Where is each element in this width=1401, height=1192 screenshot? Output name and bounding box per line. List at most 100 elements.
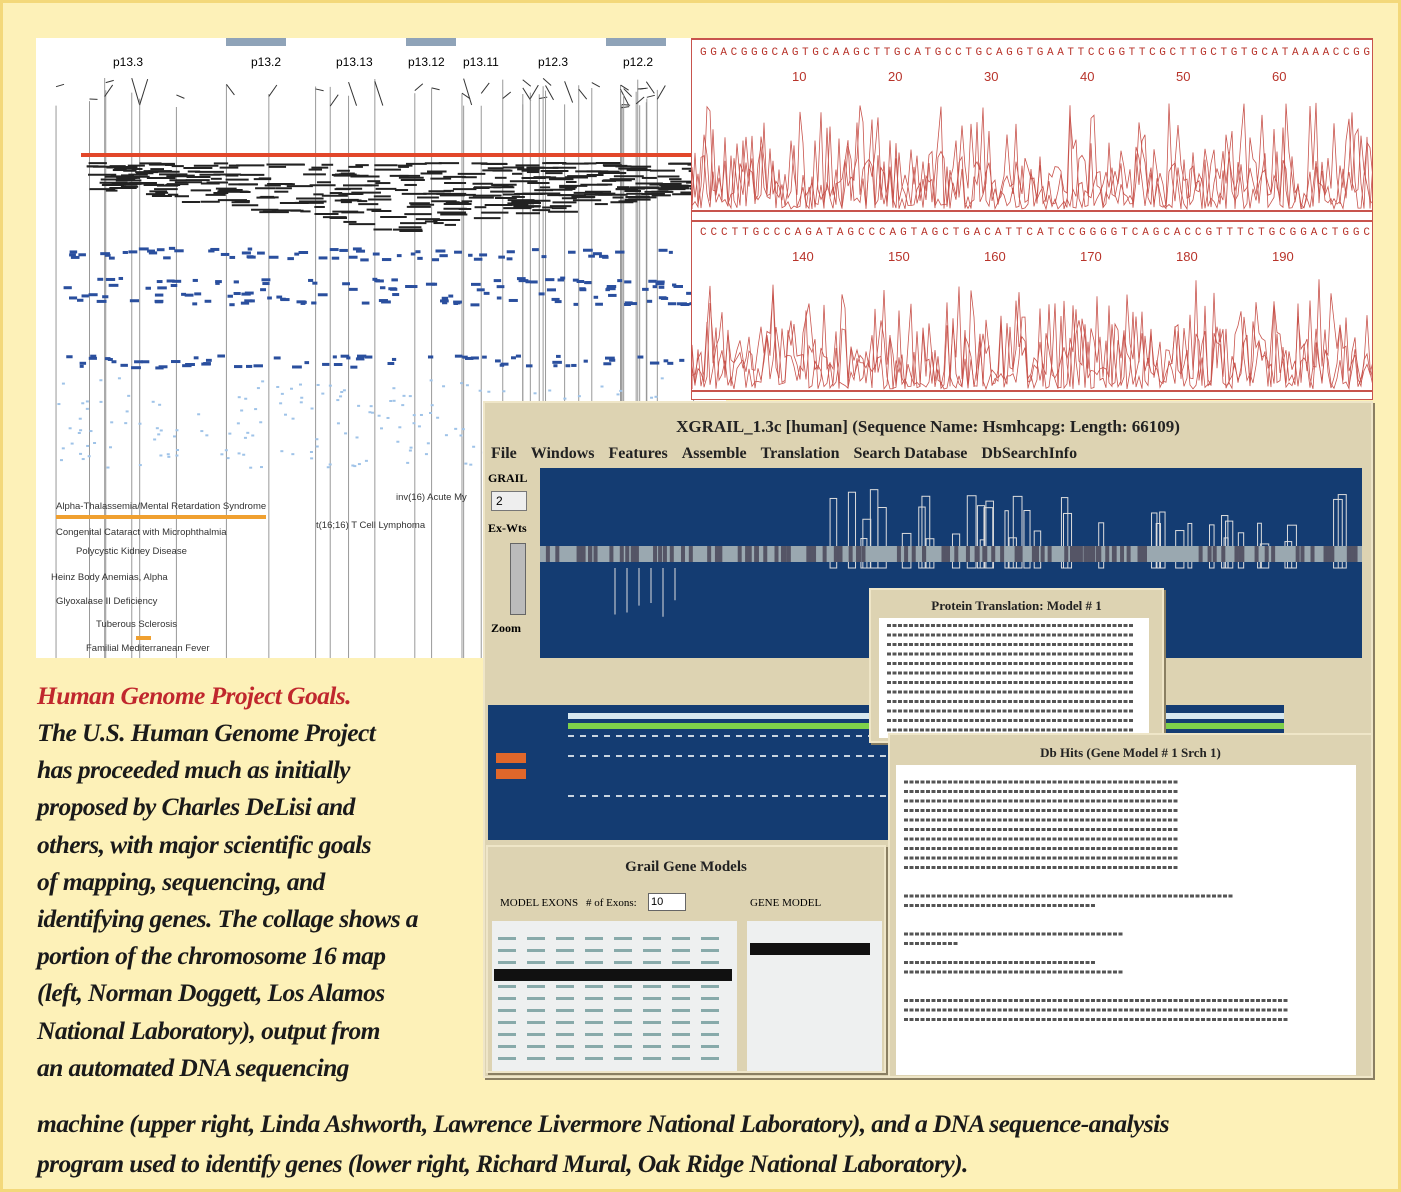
text-glyph xyxy=(1058,828,1062,831)
menu-item[interactable]: Search Database xyxy=(853,445,967,463)
text-glyph xyxy=(1014,719,1018,722)
text-glyph xyxy=(1075,895,1079,898)
cell xyxy=(643,1021,661,1024)
text-glyph xyxy=(976,904,980,907)
residue xyxy=(628,795,634,797)
text-glyph xyxy=(965,857,969,860)
text-glyph xyxy=(937,933,941,936)
text-glyph xyxy=(992,662,996,665)
text-glyph xyxy=(1130,819,1134,822)
text-glyph xyxy=(1113,895,1117,898)
text-glyph xyxy=(965,904,969,907)
text-glyph xyxy=(1107,624,1111,627)
text-glyph xyxy=(992,710,996,713)
menu-item[interactable]: Assemble xyxy=(682,445,747,463)
text-glyph xyxy=(909,653,913,656)
cell xyxy=(585,985,603,988)
text-glyph xyxy=(1113,790,1117,793)
bar-shade xyxy=(954,546,958,562)
text-glyph xyxy=(1168,819,1172,822)
text-glyph xyxy=(932,1018,936,1021)
bar-shade xyxy=(823,546,827,562)
text-glyph xyxy=(1091,719,1095,722)
text-glyph xyxy=(981,719,985,722)
text-glyph xyxy=(898,691,902,694)
text-glyph xyxy=(1141,800,1145,803)
bar-shade xyxy=(944,546,948,562)
menu-item[interactable]: Windows xyxy=(531,445,595,463)
text-glyph xyxy=(1053,904,1057,907)
text-glyph xyxy=(1042,904,1046,907)
text-glyph xyxy=(998,1009,1002,1012)
text-glyph xyxy=(1174,838,1178,841)
residue xyxy=(796,795,802,797)
residue xyxy=(868,795,874,797)
menu-item[interactable]: File xyxy=(491,445,517,463)
text-glyph xyxy=(959,933,963,936)
text-glyph xyxy=(1107,672,1111,675)
text-glyph xyxy=(1053,857,1057,860)
text-glyph xyxy=(1014,681,1018,684)
residue xyxy=(604,795,610,797)
text-glyph xyxy=(981,809,985,812)
bar-shade xyxy=(1083,546,1087,562)
text-glyph xyxy=(1058,710,1062,713)
text-glyph xyxy=(1102,719,1106,722)
text-glyph xyxy=(1196,1018,1200,1021)
text-glyph xyxy=(1058,719,1062,722)
cell xyxy=(585,949,603,952)
text-glyph xyxy=(1041,710,1045,713)
text-glyph xyxy=(915,719,919,722)
text-glyph xyxy=(970,719,974,722)
exon-count[interactable]: 10 xyxy=(648,893,686,911)
text-glyph xyxy=(910,838,914,841)
menu-item[interactable]: DbSearchInfo xyxy=(981,445,1077,463)
text-glyph xyxy=(1102,819,1106,822)
text-glyph xyxy=(1075,781,1079,784)
text-glyph xyxy=(1042,781,1046,784)
text-glyph xyxy=(1097,809,1101,812)
text-glyph xyxy=(953,634,957,637)
text-glyph xyxy=(932,933,936,936)
text-glyph xyxy=(959,691,963,694)
text-glyph xyxy=(921,790,925,793)
text-glyph xyxy=(887,624,891,627)
text-glyph xyxy=(970,729,974,732)
text-glyph xyxy=(1031,800,1035,803)
text-glyph xyxy=(1163,800,1167,803)
text-glyph xyxy=(915,700,919,703)
text-glyph xyxy=(1146,857,1150,860)
text-glyph xyxy=(931,643,935,646)
text-glyph xyxy=(909,681,913,684)
text-glyph xyxy=(1075,819,1079,822)
dropdown[interactable]: 2 xyxy=(491,491,527,511)
text-glyph xyxy=(1058,866,1062,869)
text-glyph xyxy=(1069,662,1073,665)
text-glyph xyxy=(1080,819,1084,822)
text-glyph xyxy=(1075,904,1079,907)
text-glyph xyxy=(909,672,913,675)
menu-item[interactable]: Translation xyxy=(761,445,840,463)
text-glyph xyxy=(1091,961,1095,964)
residue xyxy=(604,755,610,757)
text-glyph xyxy=(915,729,919,732)
text-glyph xyxy=(926,800,930,803)
text-glyph xyxy=(1102,971,1106,974)
residue xyxy=(748,735,754,737)
text-glyph xyxy=(1052,700,1056,703)
text-glyph xyxy=(1003,800,1007,803)
text-glyph xyxy=(959,643,963,646)
text-glyph xyxy=(920,634,924,637)
text-glyph xyxy=(997,643,1001,646)
text-glyph xyxy=(1019,653,1023,656)
text-glyph xyxy=(992,933,996,936)
text-glyph xyxy=(1102,895,1106,898)
menu-item[interactable]: Features xyxy=(609,445,668,463)
text-glyph xyxy=(910,961,914,964)
slider[interactable] xyxy=(510,543,526,615)
window-title: Db Hits (Gene Model # 1 Srch 1) xyxy=(890,745,1371,761)
text-glyph xyxy=(1086,866,1090,869)
text-glyph xyxy=(1053,781,1057,784)
text-glyph xyxy=(1124,710,1128,713)
text-glyph xyxy=(1124,800,1128,803)
